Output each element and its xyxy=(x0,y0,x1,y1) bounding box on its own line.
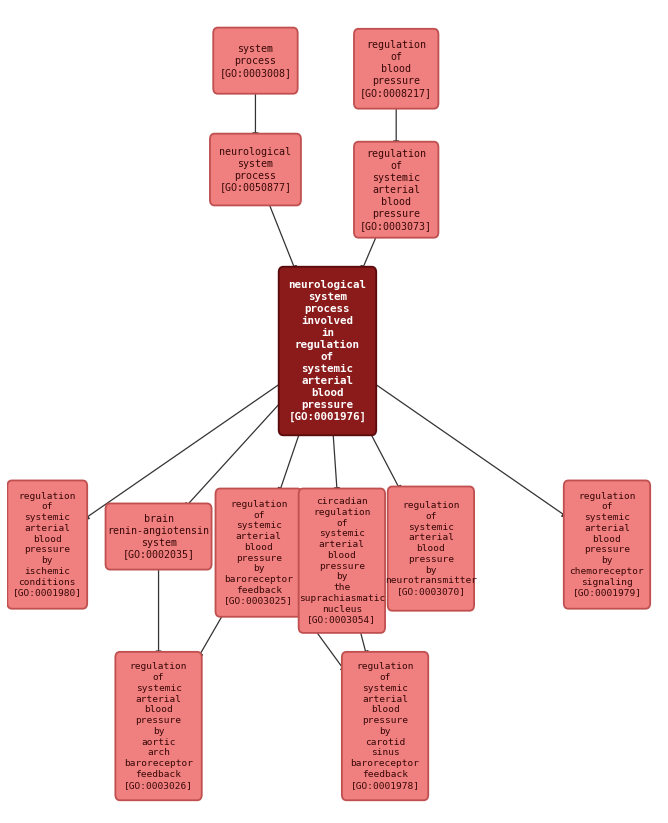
Text: system
process
[GO:0003008]: system process [GO:0003008] xyxy=(220,44,291,77)
FancyBboxPatch shape xyxy=(354,29,438,109)
FancyBboxPatch shape xyxy=(387,486,474,611)
FancyBboxPatch shape xyxy=(7,481,88,609)
FancyBboxPatch shape xyxy=(564,481,650,609)
Text: regulation
of
systemic
arterial
blood
pressure
by
aortic
arch
baroreceptor
feedb: regulation of systemic arterial blood pr… xyxy=(124,663,193,790)
Text: regulation
of
systemic
arterial
blood
pressure
by
neurotransmitter
[GO:0003070]: regulation of systemic arterial blood pr… xyxy=(385,501,477,596)
Text: regulation
of
blood
pressure
[GO:0008217]: regulation of blood pressure [GO:0008217… xyxy=(360,40,432,98)
FancyBboxPatch shape xyxy=(210,133,301,206)
FancyBboxPatch shape xyxy=(279,267,376,435)
FancyBboxPatch shape xyxy=(299,489,385,633)
FancyBboxPatch shape xyxy=(216,489,302,616)
FancyBboxPatch shape xyxy=(354,142,438,238)
FancyBboxPatch shape xyxy=(342,652,428,800)
Text: circadian
regulation
of
systemic
arterial
blood
pressure
by
the
suprachiasmatic
: circadian regulation of systemic arteria… xyxy=(299,497,385,625)
Text: regulation
of
systemic
arterial
blood
pressure
by
chemoreceptor
signaling
[GO:00: regulation of systemic arterial blood pr… xyxy=(570,491,645,597)
Text: regulation
of
systemic
arterial
blood
pressure
by
ischemic
conditions
[GO:000198: regulation of systemic arterial blood pr… xyxy=(13,491,81,597)
FancyBboxPatch shape xyxy=(106,504,212,570)
Text: regulation
of
systemic
arterial
blood
pressure
by
carotid
sinus
baroreceptor
fee: regulation of systemic arterial blood pr… xyxy=(351,663,420,790)
Text: regulation
of
systemic
arterial
blood
pressure
[GO:0003073]: regulation of systemic arterial blood pr… xyxy=(360,149,432,230)
Text: neurological
system
process
involved
in
regulation
of
systemic
arterial
blood
pr: neurological system process involved in … xyxy=(289,280,367,422)
Text: neurological
system
process
[GO:0050877]: neurological system process [GO:0050877] xyxy=(220,146,291,193)
FancyBboxPatch shape xyxy=(213,28,298,94)
Text: regulation
of
systemic
arterial
blood
pressure
by
baroreceptor
feedback
[GO:0003: regulation of systemic arterial blood pr… xyxy=(224,500,293,606)
Text: brain
renin-angiotensin
system
[GO:0002035]: brain renin-angiotensin system [GO:00020… xyxy=(108,514,210,560)
FancyBboxPatch shape xyxy=(116,652,202,800)
